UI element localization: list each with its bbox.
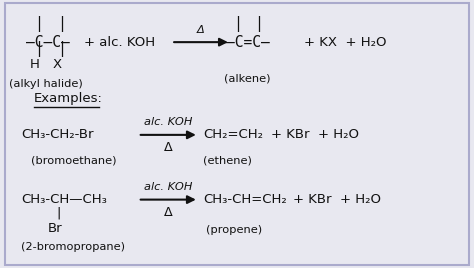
Text: Δ: Δ [197,25,205,35]
Text: |: | [256,16,261,32]
Text: |: | [36,41,41,57]
Text: H: H [30,58,40,70]
Text: —C—C—: —C—C— [26,35,70,50]
Text: |: | [57,206,61,219]
Text: CH₃-CH₂-Br: CH₃-CH₂-Br [21,128,94,142]
Text: + KX  + H₂O: + KX + H₂O [304,36,386,49]
Text: |: | [59,16,64,32]
Text: |: | [36,16,41,32]
Text: + KBr  + H₂O: + KBr + H₂O [271,128,359,142]
Text: (propene): (propene) [207,225,263,235]
Text: + alc. KOH: + alc. KOH [84,36,155,49]
Text: Examples:: Examples: [34,92,103,105]
Text: |: | [59,41,64,57]
Text: CH₃-CH—CH₃: CH₃-CH—CH₃ [21,193,107,206]
Text: Δ: Δ [164,206,173,219]
Text: (bromoethane): (bromoethane) [31,155,116,165]
Text: CH₂=CH₂: CH₂=CH₂ [203,128,263,142]
Text: Br: Br [48,222,63,234]
Text: alc. KOH: alc. KOH [144,182,192,192]
Text: (ethene): (ethene) [203,155,252,165]
Text: X: X [53,58,62,70]
Text: —C=C—: —C=C— [226,35,270,50]
Text: Δ: Δ [164,142,173,154]
Text: (2-bromopropane): (2-bromopropane) [21,242,126,252]
Text: alc. KOH: alc. KOH [144,117,192,128]
Text: (alkene): (alkene) [225,73,271,83]
Text: + KBr  + H₂O: + KBr + H₂O [292,193,381,206]
Text: CH₃-CH=CH₂: CH₃-CH=CH₂ [203,193,287,206]
Text: (alkyl halide): (alkyl halide) [9,79,83,89]
Text: |: | [235,16,240,32]
